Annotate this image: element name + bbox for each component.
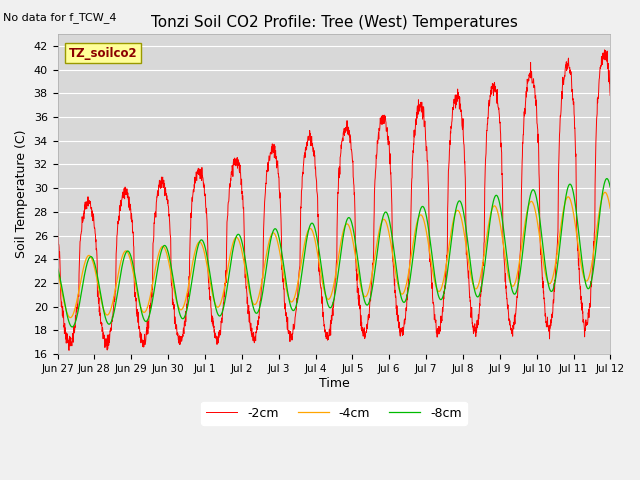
- -2cm: [557, 95, 565, 100]
- X-axis label: Time: Time: [319, 377, 349, 390]
- -8cm: [68, 324, 76, 330]
- -8cm: [557, 228, 565, 233]
- Title: Tonzi Soil CO2 Profile: Tree (West) Temperatures: Tonzi Soil CO2 Profile: Tree (West) Temp…: [150, 15, 517, 30]
- -2cm: [601, 47, 609, 53]
- -4cm: [67, 315, 74, 321]
- -8cm: [495, 196, 502, 202]
- -2cm: [573, 231, 580, 237]
- -8cm: [350, 230, 358, 236]
- -8cm: [54, 265, 61, 271]
- -2cm: [350, 182, 358, 188]
- -4cm: [362, 294, 370, 300]
- -2cm: [606, 93, 614, 98]
- -4cm: [350, 244, 358, 250]
- Y-axis label: Soil Temperature (C): Soil Temperature (C): [15, 130, 28, 258]
- -8cm: [603, 176, 611, 181]
- -2cm: [65, 348, 73, 353]
- -4cm: [208, 288, 216, 294]
- Text: TZ_soilco2: TZ_soilco2: [68, 47, 137, 60]
- -2cm: [54, 224, 61, 230]
- Legend: -2cm, -4cm, -8cm: -2cm, -4cm, -8cm: [201, 402, 467, 425]
- Line: -8cm: -8cm: [58, 179, 610, 327]
- -8cm: [606, 184, 614, 190]
- Text: No data for f_TCW_4: No data for f_TCW_4: [3, 12, 116, 23]
- -4cm: [557, 218, 565, 224]
- -8cm: [573, 214, 580, 220]
- -2cm: [208, 319, 216, 324]
- -4cm: [54, 269, 61, 275]
- -2cm: [362, 329, 370, 335]
- -4cm: [601, 190, 609, 195]
- Line: -4cm: -4cm: [58, 192, 610, 318]
- -2cm: [495, 107, 502, 112]
- -4cm: [573, 233, 580, 239]
- -4cm: [606, 205, 614, 211]
- -8cm: [362, 301, 370, 307]
- Line: -2cm: -2cm: [58, 50, 610, 350]
- -4cm: [495, 213, 502, 218]
- -8cm: [208, 284, 216, 289]
